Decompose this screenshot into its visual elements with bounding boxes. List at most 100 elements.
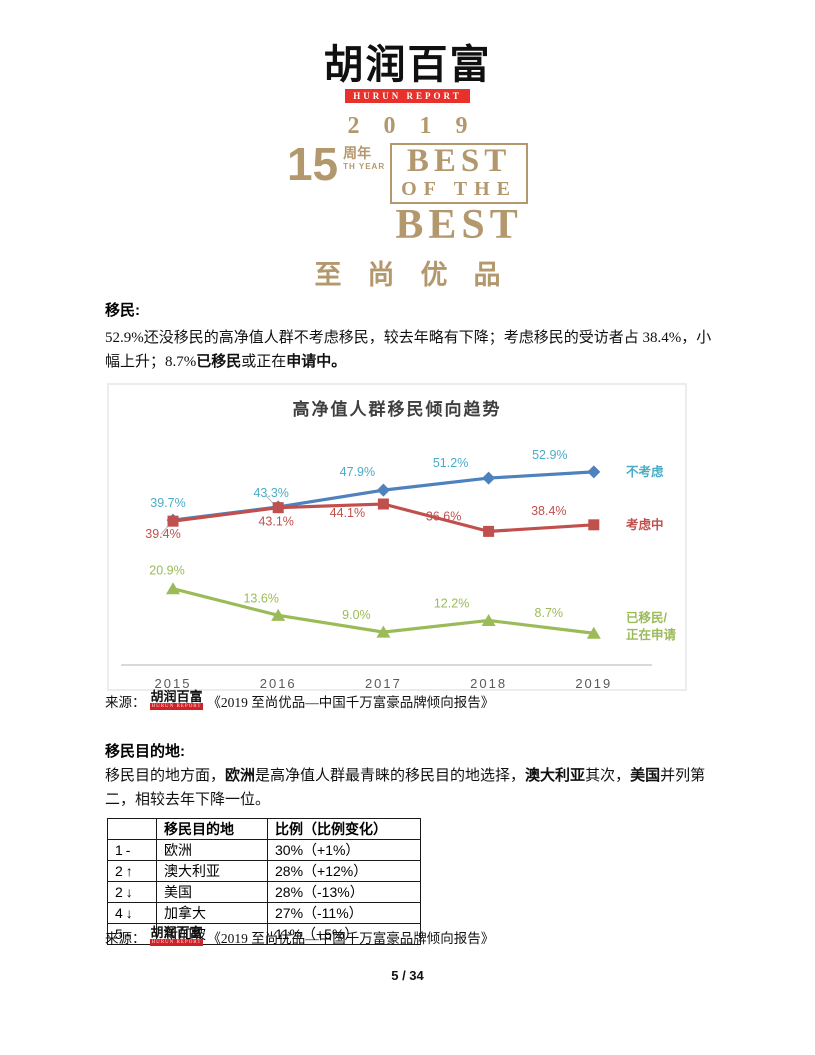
- rank-number: 1: [115, 842, 123, 858]
- svg-text:不考虑: 不考虑: [626, 464, 664, 479]
- table-row: 2 ↓ 美国 28%（-13%）: [107, 881, 421, 903]
- brand-name-en: HURUN REPORT: [345, 89, 470, 103]
- rank-cell: 2 ↑: [107, 860, 157, 882]
- svg-text:39.4%: 39.4%: [145, 527, 180, 541]
- svg-text:12.2%: 12.2%: [434, 596, 469, 610]
- anniversary-number: 15: [286, 138, 339, 190]
- svg-text:43.3%: 43.3%: [253, 486, 288, 500]
- table-source-line: 来源： 胡润百富 HURUN REPORT 《2019 至尚优品—中国千万富豪品…: [105, 926, 494, 947]
- value-cell: 11%（+5%）: [267, 923, 421, 945]
- destination-paragraph: 移民目的地方面，欧洲是高净值人群最青睐的移民目的地选择，澳大利亚其次，美国并列第…: [105, 764, 718, 812]
- logo-year: 2019: [347, 113, 492, 139]
- bold-text: 申请中。: [286, 353, 347, 370]
- migration-trend-chart: 高净值人群移民倾向趋势 2015 2016 2017 2018 2019 39.7% 43.3…: [107, 383, 687, 691]
- rank-cell: 5-: [107, 923, 157, 945]
- paragraph-text: 是高净值人群最青睐的移民目的地选择，: [255, 768, 526, 784]
- value-cell: 28%（+12%）: [267, 860, 421, 882]
- rank-number: 4: [115, 905, 123, 921]
- svg-text:51.2%: 51.2%: [433, 456, 468, 470]
- table-row: 2 ↑ 澳大利亚 28%（+12%）: [107, 860, 421, 882]
- svg-text:38.4%: 38.4%: [531, 504, 566, 518]
- svg-text:8.7%: 8.7%: [535, 606, 564, 620]
- value-cell: 28%（-13%）: [267, 881, 421, 903]
- trend-indicator: -: [125, 926, 131, 942]
- rank-number: 2: [115, 863, 123, 879]
- svg-text:2019: 2019: [575, 676, 612, 689]
- value-header: 比例（比例变化）: [267, 818, 421, 840]
- destination-heading: 移民目的地:: [105, 743, 185, 760]
- trend-indicator: ↑: [125, 863, 133, 879]
- logo-tagline: 至尚优品: [314, 259, 527, 290]
- bold-text: 美国: [630, 767, 661, 784]
- rank-cell: 1-: [107, 839, 157, 861]
- table-row: 4 ↓ 加拿大 27%（-11%）: [107, 902, 421, 924]
- source-label: 来源：: [105, 695, 146, 710]
- value-cell: 30%（+1%）: [267, 839, 421, 861]
- mini-brand-en: HURUN REPORT: [149, 939, 204, 946]
- svg-text:2018: 2018: [470, 676, 507, 689]
- table-row: 1- 欧洲 30%（+1%）: [107, 839, 421, 861]
- paragraph-text: 52.9%还没移民的高净值人群不考虑移民，较去年略有下降；考虑移民的受访者占 3…: [105, 330, 712, 370]
- mini-brand-en: HURUN REPORT: [149, 703, 204, 710]
- paragraph-text: 并列第二，相较去年下降一位。: [105, 768, 706, 808]
- rank-cell: 2 ↓: [107, 881, 157, 903]
- anniversary-badge: 周年 TH YEAR: [343, 143, 385, 171]
- destination-cell: 澳大利亚: [156, 860, 268, 882]
- value-cell: 27%（-11%）: [267, 902, 421, 924]
- source-report-title: 《2019 至尚优品—中国千万富豪品牌倾向报告》: [207, 931, 495, 946]
- best-line-3: BEST: [395, 201, 523, 248]
- page-number: 5 / 34: [391, 968, 424, 983]
- immigration-paragraph: 52.9%还没移民的高净值人群不考虑移民，较去年略有下降；考虑移民的受访者占 3…: [105, 326, 718, 374]
- svg-text:2016: 2016: [260, 676, 297, 689]
- destination-header: 移民目的地: [156, 818, 268, 840]
- svg-text:考虑中: 考虑中: [626, 517, 664, 532]
- table-header-row: 移民目的地 比例（比例变化）: [107, 818, 421, 840]
- svg-text:高净值人群移民倾向趋势: 高净值人群移民倾向趋势: [293, 399, 502, 419]
- anniversary-en-label: TH YEAR: [343, 162, 386, 172]
- svg-text:13.6%: 13.6%: [243, 591, 278, 605]
- trend-indicator: ↓: [125, 905, 133, 921]
- destination-cell: 美国: [156, 881, 268, 903]
- bold-text: 欧洲: [225, 767, 256, 784]
- bold-text: 澳大利亚: [525, 767, 586, 784]
- trend-indicator: -: [125, 842, 131, 858]
- source-label: 来源：: [105, 931, 146, 946]
- trend-indicator: ↓: [125, 884, 133, 900]
- source-report-title: 《2019 至尚优品—中国千万富豪品牌倾向报告》: [207, 695, 495, 710]
- rank-number: 2: [115, 884, 123, 900]
- rank-number: 5: [115, 926, 123, 942]
- bold-text: 已移民: [196, 353, 242, 370]
- svg-text:39.7%: 39.7%: [150, 496, 185, 510]
- best-line-2: OF THE: [401, 177, 518, 200]
- svg-text:52.9%: 52.9%: [532, 448, 567, 462]
- paragraph-text: 或正在: [241, 354, 287, 370]
- svg-text:9.0%: 9.0%: [342, 608, 371, 622]
- mini-brand-cn: 胡润百富: [150, 689, 203, 704]
- immigration-heading: 移民:: [105, 302, 140, 319]
- destinations-table: 移民目的地 比例（比例变化） 1- 欧洲 30%（+1%） 2 ↑ 澳大利亚 28…: [107, 818, 421, 945]
- best-line-1: BEST: [406, 143, 512, 179]
- svg-text:已移民/: 已移民/: [626, 610, 668, 625]
- svg-text:36.6%: 36.6%: [426, 509, 461, 523]
- rank-cell: 4 ↓: [107, 902, 157, 924]
- rank-header: [107, 818, 157, 840]
- svg-text:44.1%: 44.1%: [330, 506, 365, 520]
- svg-text:2015: 2015: [155, 676, 192, 689]
- paragraph-text: 移民目的地方面，: [105, 768, 226, 784]
- svg-text:20.9%: 20.9%: [149, 564, 184, 578]
- svg-text:43.1%: 43.1%: [258, 515, 293, 529]
- paragraph-text: 其次，: [585, 768, 631, 784]
- mini-brand-cn: 胡润百富: [150, 925, 203, 940]
- svg-text:正在申请: 正在申请: [626, 627, 677, 642]
- brand-name-cn: 胡润百富: [323, 43, 492, 87]
- source-mini-logo: 胡润百富 HURUN REPORT: [149, 689, 204, 711]
- chart-source-line: 来源： 胡润百富 HURUN REPORT 《2019 至尚优品—中国千万富豪品…: [105, 690, 494, 711]
- svg-text:2017: 2017: [365, 676, 402, 689]
- destination-cell: 加拿大: [156, 902, 268, 924]
- best-of-the-best-mark: 15 周年 TH YEAR BEST OF THE BEST: [0, 138, 815, 248]
- svg-text:47.9%: 47.9%: [340, 465, 375, 479]
- anniversary-cn-label: 周年: [343, 147, 372, 162]
- best-text-block: BEST OF THE BEST: [390, 143, 529, 248]
- source-mini-logo: 胡润百富 HURUN REPORT: [149, 925, 204, 947]
